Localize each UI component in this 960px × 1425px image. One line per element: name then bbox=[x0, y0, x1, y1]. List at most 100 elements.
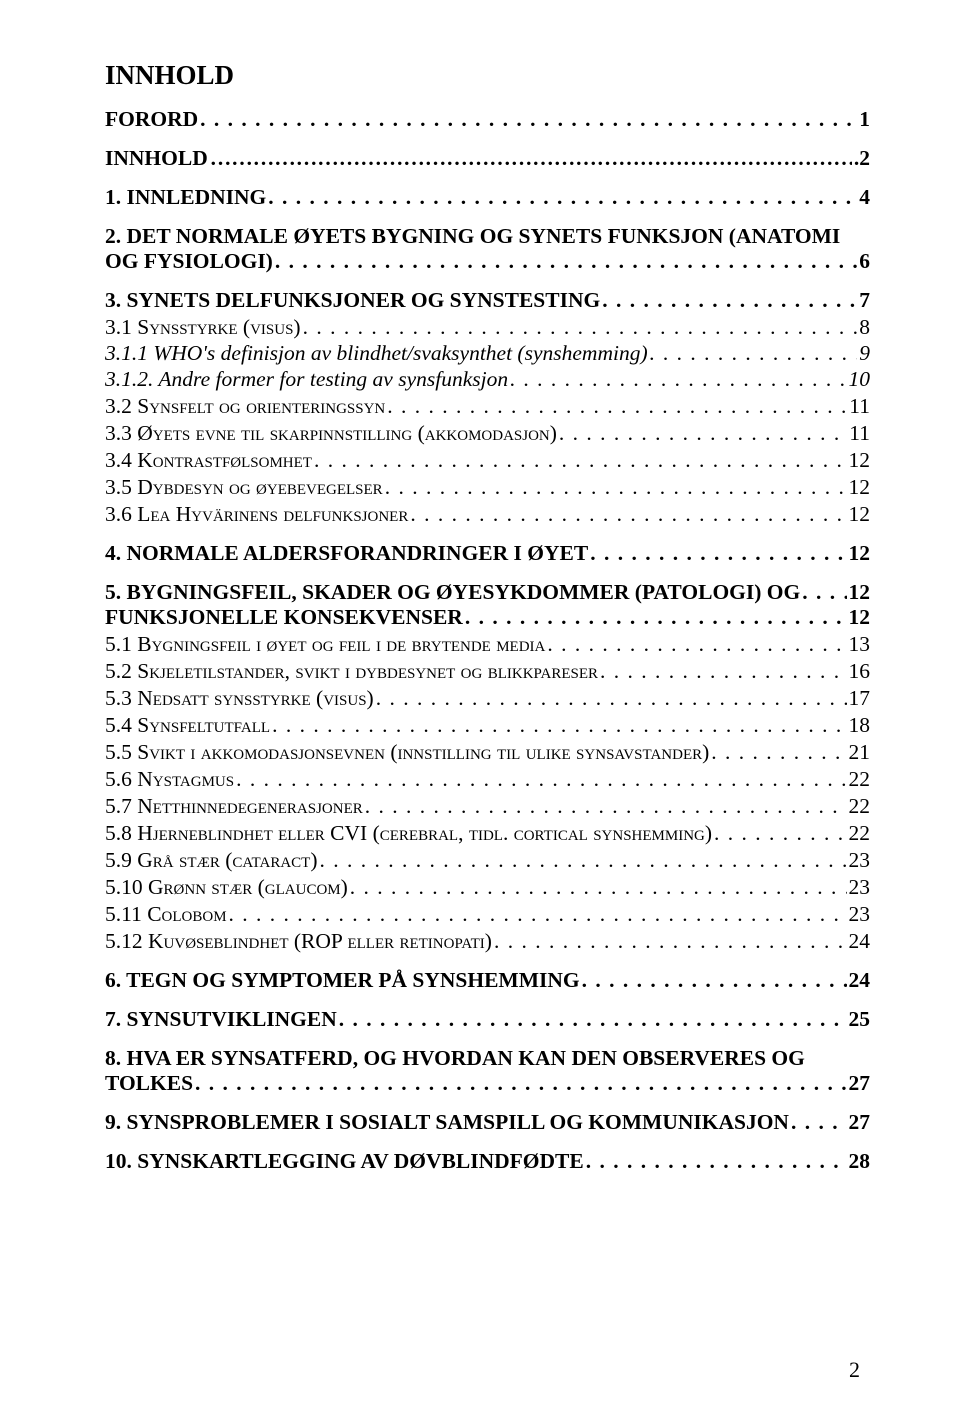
toc-page-num: 11 bbox=[849, 421, 870, 446]
toc-page-num: 27 bbox=[849, 1071, 871, 1096]
toc-entry: 5.4 Synsfeltutfall. . . . . . . . . . . … bbox=[105, 713, 870, 738]
toc-leader: . . . . . . . . . . . . . . . . . . . . … bbox=[272, 713, 846, 738]
toc-label: 3.4 Kontrastfølsomhet bbox=[105, 448, 312, 473]
toc-label: 5.2 Skjeletilstander, svikt i dybdesynet… bbox=[105, 659, 598, 684]
toc-leader: . . . . . . . . . . . . . . . . . . . . … bbox=[385, 475, 847, 500]
toc-label: 10. SYNSKARTLEGGING AV DØVBLINDFØDTE bbox=[105, 1149, 584, 1174]
toc-entry: 4. NORMALE ALDERSFORANDRINGER I ØYET. . … bbox=[105, 541, 870, 566]
toc-entry: INNHOLD………………………………………………………………………………………… bbox=[105, 146, 870, 171]
toc-label: 5. BYGNINGSFEIL, SKADER OG ØYESYKDOMMER … bbox=[105, 580, 800, 605]
toc-leader: . . . . . . . . . . . . . . . . . . . . … bbox=[494, 929, 847, 954]
toc-leader: . . . . . . . . . . . . . . . . . . . . … bbox=[711, 740, 846, 765]
toc-label: 3.6 Lea Hyvärinens delfunksjoner bbox=[105, 502, 408, 527]
toc-page-num: 22 bbox=[849, 794, 871, 819]
toc-page-num: 12 bbox=[849, 502, 871, 527]
toc-leader: …………………………………………………………………………………………………………… bbox=[210, 146, 852, 171]
toc-entry: 3.1 Synsstyrke (visus). . . . . . . . . … bbox=[105, 315, 870, 340]
toc-page-num: 12 bbox=[849, 541, 871, 566]
toc-entry: 3.1.2. Andre former for testing av synsf… bbox=[105, 367, 870, 392]
toc-leader: . . . . . . . . . . . . . . . . . . . . … bbox=[600, 659, 846, 684]
toc-page-num: 9 bbox=[859, 341, 870, 366]
toc-page-num: 1 bbox=[859, 107, 870, 132]
toc-label: 5.6 Nystagmus bbox=[105, 767, 234, 792]
toc-page-num: 28 bbox=[849, 1149, 871, 1174]
toc-leader: . . . . . . . . . . . . . . . . . . . . … bbox=[236, 767, 846, 792]
toc-leader: . . . . . . . . . . . . . . . . . . . . … bbox=[387, 394, 847, 419]
toc-label: 3. SYNETS DELFUNKSJONER OG SYNSTESTING bbox=[105, 288, 600, 313]
toc-page-num: 24 bbox=[849, 929, 871, 954]
toc-entry: 6. TEGN OG SYMPTOMER PÅ SYNSHEMMING. . .… bbox=[105, 968, 870, 993]
page-number: 2 bbox=[849, 1357, 860, 1383]
toc-page-num: 23 bbox=[849, 875, 871, 900]
toc-entry: 5.8 Hjerneblindhet eller CVI (cerebral, … bbox=[105, 821, 870, 846]
toc-page-num: 12 bbox=[849, 475, 871, 500]
toc-page: INNHOLD FORORD. . . . . . . . . . . . . … bbox=[0, 0, 960, 1425]
toc-entry: 5.3 Nedsatt synsstyrke (visus). . . . . … bbox=[105, 686, 870, 711]
toc-page-num: 23 bbox=[849, 848, 871, 873]
toc-entry: 3.5 Dybdesyn og øyebevegelser. . . . . .… bbox=[105, 475, 870, 500]
toc-label: 3.2 Synsfelt og orienteringssyn bbox=[105, 394, 385, 419]
toc-leader: . . . . . . . . . . . . . . . . . . . . … bbox=[586, 1149, 847, 1174]
toc-leader: . . . . . . . . . . . . . . . . . . . . … bbox=[650, 341, 858, 366]
toc-page-num: 6 bbox=[859, 249, 870, 274]
toc-leader: . . . . . . . . . . . . . . . . . . . . … bbox=[714, 821, 846, 846]
toc-leader: . . . . . . . . . . . . . . . . . . . . … bbox=[195, 1071, 846, 1096]
toc-page-num: 8 bbox=[859, 315, 870, 340]
toc-label: 5.8 Hjerneblindhet eller CVI (cerebral, … bbox=[105, 821, 712, 846]
toc-leader: . . . . . . . . . . . . . . . . . . . . … bbox=[376, 686, 847, 711]
toc-entry: OG FYSIOLOGI). . . . . . . . . . . . . .… bbox=[105, 249, 870, 274]
toc-leader: . . . . . . . . . . . . . . . . . . . . … bbox=[320, 848, 847, 873]
toc-page-num: 21 bbox=[849, 740, 871, 765]
toc-page-num: 22 bbox=[849, 821, 871, 846]
toc-leader: . . . . . . . . . . . . . . . . . . . . … bbox=[547, 632, 846, 657]
toc-label: 5.4 Synsfeltutfall bbox=[105, 713, 270, 738]
toc-entry: 3.2 Synsfelt og orienteringssyn. . . . .… bbox=[105, 394, 870, 419]
toc-label: 3.5 Dybdesyn og øyebevegelser bbox=[105, 475, 383, 500]
toc-entry: 5.7 Netthinnedegenerasjoner. . . . . . .… bbox=[105, 794, 870, 819]
toc-entry: 8. HVA ER SYNSATFERD, OG HVORDAN KAN DEN… bbox=[105, 1046, 870, 1071]
toc-label: 3.1.2. Andre former for testing av synsf… bbox=[105, 367, 508, 392]
toc-label: 5.1 Bygningsfeil i øyet og feil i de bry… bbox=[105, 632, 545, 657]
toc-page-num: 17 bbox=[849, 686, 871, 711]
toc-entry: 5. BYGNINGSFEIL, SKADER OG ØYESYKDOMMER … bbox=[105, 580, 870, 605]
toc-label: OG FYSIOLOGI) bbox=[105, 249, 273, 274]
toc-entry: FORORD. . . . . . . . . . . . . . . . . … bbox=[105, 107, 870, 132]
toc-label: 5.9 Grå stær (cataract) bbox=[105, 848, 318, 873]
toc-entry: 5.10 Grønn stær (glaucom). . . . . . . .… bbox=[105, 875, 870, 900]
toc-leader: . . . . . . . . . . . . . . . . . . . . … bbox=[802, 580, 846, 605]
toc-entry: 5.6 Nystagmus. . . . . . . . . . . . . .… bbox=[105, 767, 870, 792]
toc-leader: . . . . . . . . . . . . . . . . . . . . … bbox=[229, 902, 847, 927]
toc-page-num: 7 bbox=[859, 288, 870, 313]
toc-leader: . . . . . . . . . . . . . . . . . . . . … bbox=[465, 605, 847, 630]
toc-leader: . . . . . . . . . . . . . . . . . . . . … bbox=[365, 794, 847, 819]
toc-leader: . . . . . . . . . . . . . . . . . . . . … bbox=[559, 421, 847, 446]
toc-page-num: 4 bbox=[859, 185, 870, 210]
toc-page-num: 23 bbox=[849, 902, 871, 927]
toc-entry: 9. SYNSPROBLEMER I SOSIALT SAMSPILL OG K… bbox=[105, 1110, 870, 1135]
toc-page-num: 11 bbox=[849, 394, 870, 419]
toc-label: 3.1 Synsstyrke (visus) bbox=[105, 315, 301, 340]
toc-label: 5.5 Svikt i akkomodasjonsevnen (innstill… bbox=[105, 740, 709, 765]
toc-leader: . . . . . . . . . . . . . . . . . . . . … bbox=[350, 875, 847, 900]
toc-label: 5.3 Nedsatt synsstyrke (visus) bbox=[105, 686, 374, 711]
toc-leader: . . . . . . . . . . . . . . . . . . . . … bbox=[275, 249, 857, 274]
toc-label: 7. SYNSUTVIKLINGEN bbox=[105, 1007, 337, 1032]
toc-label: INNHOLD bbox=[105, 146, 208, 171]
toc-leader: . . . . . . . . . . . . . . . . . . . . … bbox=[268, 185, 857, 210]
toc-entry: TOLKES. . . . . . . . . . . . . . . . . … bbox=[105, 1071, 870, 1096]
toc-label: FORORD bbox=[105, 107, 198, 132]
toc-page-num: 18 bbox=[849, 713, 871, 738]
toc-entry: 5.11 Colobom. . . . . . . . . . . . . . … bbox=[105, 902, 870, 927]
toc-label: 5.12 Kuvøseblindhet (ROP eller retinopat… bbox=[105, 929, 492, 954]
toc-label: 6. TEGN OG SYMPTOMER PÅ SYNSHEMMING bbox=[105, 968, 580, 993]
toc-page-num: 12 bbox=[849, 605, 871, 630]
toc-leader: . . . . . . . . . . . . . . . . . . . . … bbox=[339, 1007, 847, 1032]
toc-entry: 3. SYNETS DELFUNKSJONER OG SYNSTESTING. … bbox=[105, 288, 870, 313]
toc-page-num: 12 bbox=[849, 580, 871, 605]
toc-page-num: 22 bbox=[849, 767, 871, 792]
toc-label: 3.1.1 WHO's definisjon av blindhet/svaks… bbox=[105, 341, 648, 366]
toc-page-num: .2 bbox=[854, 146, 870, 171]
toc-label: 3.3 Øyets evne til skarpinnstilling (akk… bbox=[105, 421, 557, 446]
toc-entry: 7. SYNSUTVIKLINGEN. . . . . . . . . . . … bbox=[105, 1007, 870, 1032]
toc-entry: 1. INNLEDNING. . . . . . . . . . . . . .… bbox=[105, 185, 870, 210]
